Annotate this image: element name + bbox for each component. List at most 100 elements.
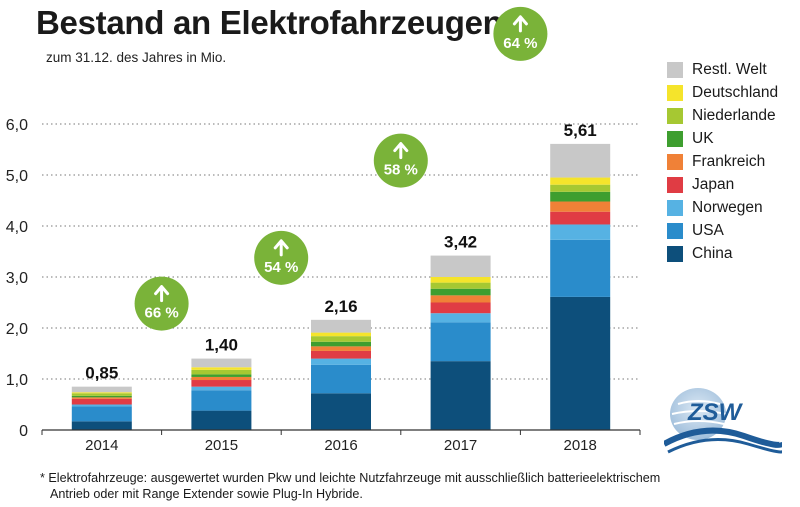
bar-segment-usa [430,322,491,362]
bar-segment-japan [191,380,252,387]
legend-label: Frankreich [692,152,766,170]
grid-lines [42,123,640,380]
legend-label: Japan [692,175,735,193]
bar-segment-deutschland [191,367,252,370]
y-axis-ticks: 0 1,0 2,0 3,0 4,0 5,0 6,0 [6,117,28,440]
growth-badges: 66 % 54 % 58 % 64 % [134,6,548,331]
bar-segment-japan [311,350,371,359]
growth-badge: 64 % [493,6,548,61]
bar-segment-norwegen [311,358,371,365]
growth-badge-circle [493,6,548,61]
legend-swatch [667,130,683,147]
bar-totals: 0,85 1,40 2,16 3,42 5,61 [85,121,596,383]
legend-item-norwegen: Norwegen [667,196,778,219]
growth-badge: 66 % [134,276,189,331]
bar-segment-niederlande [430,282,491,289]
bar-segment-usa [550,239,611,297]
growth-badge: 58 % [373,133,428,188]
arrow-up-icon [273,239,289,257]
legend-swatch [667,176,683,193]
bar-segment-niederlande [311,336,371,342]
legend-item-restl-welt: Restl. Welt [667,58,778,81]
legend-label: Norwegen [692,198,763,216]
bar-total-label: 3,42 [444,233,477,252]
bar-total-label: 0,85 [85,364,118,383]
stacked-bar-chart: 0 1,0 2,0 3,0 4,0 5,0 6,0 zum 31.12. des Jahre… [6,6,641,454]
bar-segment-frankreich [71,397,132,399]
bar-segment-restl-welt [430,255,491,277]
bar-segment-norwegen [550,224,611,240]
bar-segment-usa [311,364,371,394]
bar-segment-uk [71,395,132,398]
bar-segment-frankreich [311,346,371,351]
bar-segment-niederlande [71,393,132,396]
bar-segment-japan [430,302,491,314]
legend-label: UK [692,129,714,147]
bar-segment-usa [71,406,132,422]
arrow-up-icon [512,15,528,33]
footnote-line-1: * Elektrofahrzeuge: ausgewertet wurden P… [40,471,661,485]
legend-swatch [667,245,683,262]
legend-swatch [667,199,683,216]
legend-swatch [667,84,683,101]
legend-item-japan: Japan [667,173,778,196]
y-tick-label: 3,0 [6,270,28,287]
x-tick-label: 2015 [205,437,238,454]
growth-badge-circle [134,276,189,331]
bar-segment-uk [550,191,611,202]
growth-label: 64 % [503,35,537,52]
bar-segment-japan [550,211,611,225]
y-tick-label: 0 [19,423,28,440]
y-tick-label: 2,0 [6,321,28,338]
zsw-logo: ZSW [664,388,782,454]
bar-segment-deutschland [311,332,371,337]
legend: Restl. Welt Deutschland Niederlande UK Frank… [667,58,778,265]
x-tick-label: 2016 [324,437,357,454]
legend-label: USA [692,221,724,239]
arrow-up-icon [393,142,409,160]
legend-label: Deutschland [692,83,779,101]
growth-label: 54 % [264,259,298,276]
bar-segment-niederlande [191,369,252,375]
bar-segment-usa [191,390,252,411]
bar-segment-norwegen [191,386,252,391]
bar-segment-frankreich [191,376,252,381]
bar-segment-norwegen [430,313,491,323]
bar-segment-norwegen [71,404,132,407]
growth-badge: 54 % [254,230,309,285]
legend-item-china: China [667,242,778,265]
logo-text: ZSW [687,399,744,426]
bar-segment-restl-welt [71,386,132,393]
bar-segment-china [191,410,252,430]
legend-item-deutschland: Deutschland [667,81,778,104]
y-tick-label: 6,0 [6,117,28,134]
bars [71,143,611,430]
y-tick-label: 5,0 [6,168,28,185]
bar-segment-restl-welt [191,358,252,368]
bar-segment-frankreich [430,295,491,303]
bar-segment-restl-welt [550,143,611,178]
bar-segment-frankreich [550,201,611,212]
bar-segment-deutschland [430,277,491,283]
logo-globe [670,388,726,440]
growth-label: 66 % [144,305,178,322]
chart-subtitle: zum 31.12. des Jahres in Mio. [46,50,226,65]
legend-label: Niederlande [692,106,776,124]
legend-swatch [667,153,683,170]
footnote: * Elektrofahrzeuge: ausgewertet wurden P… [40,470,760,502]
x-tick-label: 2014 [85,437,118,454]
bar-segment-uk [430,288,491,296]
legend-item-frankreich: Frankreich [667,150,778,173]
legend-item-uk: UK [667,127,778,150]
growth-label: 58 % [384,162,418,179]
legend-swatch [667,107,683,124]
bar-segment-china [71,421,132,430]
growth-badge-circle [373,133,428,188]
legend-swatch [667,61,683,78]
y-tick-label: 1,0 [6,372,28,389]
bar-total-label: 5,61 [564,121,597,140]
bar-segment-deutschland [71,392,132,394]
bar-segment-restl-welt [311,319,371,333]
footnote-line-2: Antrieb oder mit Range Extender sowie Pl… [50,487,363,501]
x-axis-ticks: 2014 2015 2016 2017 2018 [41,430,641,454]
